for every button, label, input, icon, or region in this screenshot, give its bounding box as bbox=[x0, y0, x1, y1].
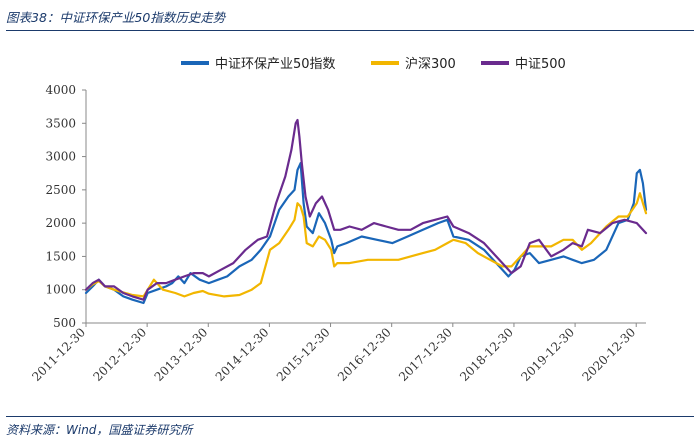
y-tick-label: 1500 bbox=[45, 249, 76, 263]
y-tick-label: 3000 bbox=[45, 150, 76, 164]
x-tick-label: 2017-12-30 bbox=[396, 325, 455, 384]
x-tick-label: 2015-12-30 bbox=[274, 325, 333, 384]
figure-caption: 图表38：中证环保产业50指数历史走势 bbox=[6, 10, 226, 25]
x-tick-label: 2016-12-30 bbox=[335, 325, 394, 384]
y-tick-label: 4000 bbox=[45, 83, 76, 97]
series-line-1 bbox=[84, 162, 648, 305]
legend-label-2: 沪深300 bbox=[405, 56, 456, 72]
source-note: 资料来源：Wind，国盛证券研究所 bbox=[6, 423, 193, 437]
source-rule bbox=[6, 416, 694, 417]
series-lines-group bbox=[84, 118, 648, 305]
x-tick-label: 2011-12-30 bbox=[29, 325, 88, 384]
x-tick-label: 2019-12-30 bbox=[518, 325, 577, 384]
x-tick-label: 2013-12-30 bbox=[152, 325, 211, 384]
y-tick-label: 2000 bbox=[45, 216, 76, 230]
x-tick-label: 2012-12-30 bbox=[90, 325, 149, 384]
y-tick-label: 1000 bbox=[45, 283, 76, 297]
y-tick-label: 2500 bbox=[45, 183, 76, 197]
legend-label-1: 中证环保产业50指数 bbox=[215, 57, 336, 72]
y-tick-label: 3500 bbox=[45, 116, 76, 130]
series-line-2 bbox=[84, 192, 648, 298]
y-tick-label: 500 bbox=[53, 316, 76, 330]
legend: 中证环保产业50指数 沪深300 中证500 bbox=[181, 56, 566, 72]
series-line-3 bbox=[84, 118, 648, 301]
x-tick-label: 2014-12-30 bbox=[213, 325, 272, 384]
x-tick-label: 2020-12-30 bbox=[580, 325, 639, 384]
x-tick-label: 2018-12-30 bbox=[457, 325, 516, 384]
caption-rule bbox=[6, 30, 694, 31]
legend-label-3: 中证500 bbox=[515, 57, 566, 72]
axes-group: 500 1000 1500 2000 2500 3000 3500 4000 2011-12-3… bbox=[29, 83, 646, 384]
